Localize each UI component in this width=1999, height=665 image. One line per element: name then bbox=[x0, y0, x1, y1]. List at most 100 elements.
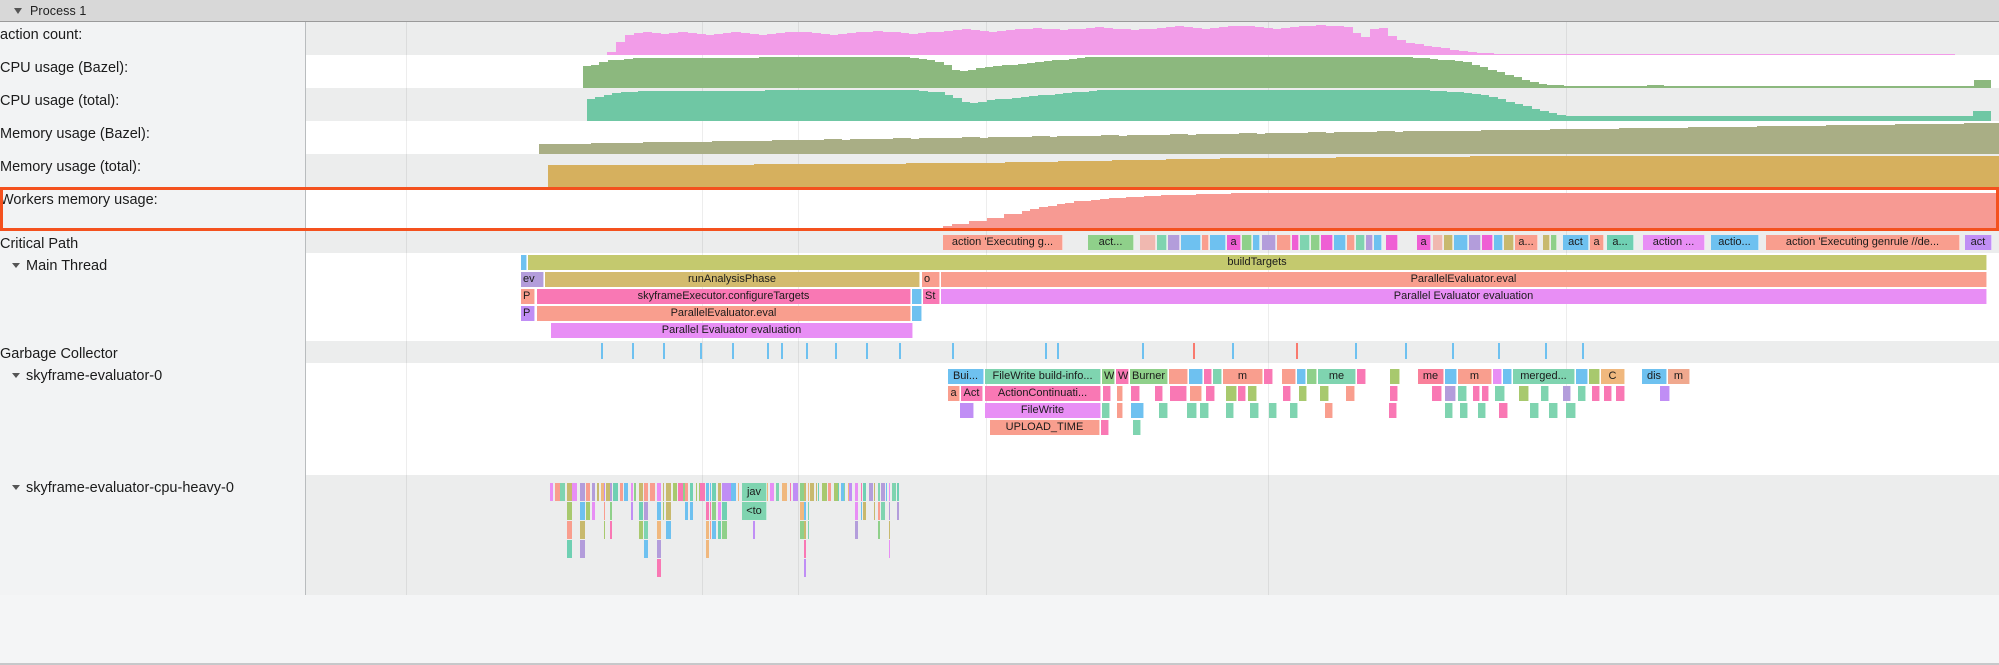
cpu-heavy-slice[interactable] bbox=[782, 483, 787, 501]
main-thread-slice[interactable]: ParallelEvaluator.eval bbox=[537, 306, 911, 321]
skyframe-slice[interactable] bbox=[1493, 369, 1502, 384]
cpu-heavy-slice[interactable] bbox=[776, 483, 779, 501]
cpu-heavy-slice[interactable] bbox=[580, 540, 585, 558]
cpu-heavy-slice[interactable] bbox=[700, 483, 705, 501]
cpu-heavy-slice[interactable] bbox=[644, 540, 648, 558]
cpu-heavy-slice[interactable] bbox=[816, 483, 817, 501]
track-row-memory-bazel[interactable]: Memory usage (Bazel): bbox=[0, 121, 1999, 154]
critical-path-slice[interactable]: a... bbox=[1607, 235, 1634, 250]
cpu-heavy-slice[interactable] bbox=[731, 483, 736, 501]
skyframe-slice[interactable]: FileWrite build-info... bbox=[985, 369, 1101, 384]
track-row-workers-memory[interactable]: Workers memory usage: bbox=[0, 187, 1999, 231]
cpu-heavy-slice[interactable] bbox=[869, 483, 873, 501]
skyframe-slice[interactable] bbox=[1213, 369, 1222, 384]
cpu-heavy-slice[interactable] bbox=[572, 483, 577, 501]
cpu-heavy-slice[interactable] bbox=[604, 483, 605, 501]
critical-path-slice[interactable]: action 'Executing genrule //de... bbox=[1766, 235, 1960, 250]
track-row-critical-path[interactable]: Critical Path action 'Executing g... act..… bbox=[0, 231, 1999, 253]
cpu-heavy-slice[interactable] bbox=[844, 483, 845, 501]
skyframe-slice[interactable] bbox=[1499, 403, 1508, 418]
cpu-heavy-slice[interactable] bbox=[855, 502, 858, 520]
cpu-heavy-slice[interactable] bbox=[834, 483, 838, 501]
skyframe-slice[interactable] bbox=[1226, 403, 1234, 418]
critical-path-slice[interactable] bbox=[1262, 235, 1276, 250]
cpu-heavy-slice[interactable] bbox=[804, 521, 806, 539]
critical-path-slice[interactable] bbox=[1168, 235, 1180, 250]
skyframe-slice[interactable] bbox=[1445, 386, 1456, 401]
track-label-skyframe-evaluator-cpu-heavy-0[interactable]: skyframe-evaluator-cpu-heavy-0 bbox=[0, 475, 306, 595]
critical-path-slice[interactable] bbox=[1321, 235, 1333, 250]
cpu-heavy-slice[interactable] bbox=[722, 502, 727, 520]
critical-path-slice[interactable]: action ... bbox=[1643, 235, 1705, 250]
critical-path-slice[interactable]: act bbox=[1965, 235, 1992, 250]
cpu-heavy-slice[interactable] bbox=[706, 502, 709, 520]
skyframe-slice[interactable] bbox=[1530, 403, 1539, 418]
main-thread-slice[interactable]: Parallel Evaluator evaluation bbox=[941, 289, 1987, 304]
main-thread-slice[interactable]: buildTargets bbox=[528, 255, 1987, 270]
cpu-heavy-slice[interactable] bbox=[610, 521, 612, 539]
cpu-heavy-slice[interactable] bbox=[657, 502, 661, 520]
cpu-heavy-slice[interactable] bbox=[828, 483, 831, 501]
skyframe-slice[interactable] bbox=[1307, 369, 1317, 384]
cpu-heavy-slice[interactable] bbox=[838, 483, 839, 501]
cpu-heavy-slice[interactable] bbox=[604, 502, 605, 520]
cpu-heavy-slice[interactable] bbox=[657, 559, 661, 577]
cpu-heavy-slice[interactable] bbox=[592, 483, 595, 501]
skyframe-slice[interactable] bbox=[1269, 403, 1277, 418]
skyframe-slice[interactable] bbox=[1458, 386, 1467, 401]
cpu-heavy-slice[interactable] bbox=[804, 559, 806, 577]
main-thread-slice[interactable] bbox=[912, 306, 922, 321]
critical-path-slice[interactable] bbox=[1347, 235, 1355, 250]
cpu-heavy-slice[interactable] bbox=[878, 502, 880, 520]
cpu-heavy-slice[interactable] bbox=[657, 483, 661, 501]
cpu-heavy-slice[interactable] bbox=[712, 483, 716, 501]
main-thread-slice[interactable]: ParallelEvaluator.eval bbox=[941, 272, 1987, 287]
gc-tick[interactable] bbox=[1582, 343, 1584, 359]
skyframe-slice[interactable] bbox=[1566, 403, 1576, 418]
skyframe-slice[interactable] bbox=[1117, 403, 1123, 418]
cpu-heavy-slice[interactable] bbox=[874, 483, 875, 501]
cpu-heavy-slice[interactable] bbox=[889, 502, 890, 520]
track-label-workers-memory[interactable]: Workers memory usage: bbox=[0, 187, 306, 231]
critical-path-slice[interactable] bbox=[1300, 235, 1310, 250]
cpu-heavy-slice[interactable] bbox=[567, 540, 572, 558]
cpu-heavy-slice[interactable] bbox=[606, 483, 610, 501]
skyframe-slice[interactable] bbox=[1189, 369, 1203, 384]
critical-path-slice[interactable]: actio... bbox=[1711, 235, 1759, 250]
skyframe-slice[interactable] bbox=[1200, 403, 1209, 418]
cpu-heavy-slice[interactable] bbox=[886, 483, 887, 501]
critical-path-slice[interactable] bbox=[1253, 235, 1260, 250]
skyframe-slice[interactable] bbox=[1226, 386, 1237, 401]
cpu-heavy-slice[interactable] bbox=[804, 502, 806, 520]
skyframe-slice[interactable]: merged... bbox=[1513, 369, 1575, 384]
critical-path-slice[interactable] bbox=[1292, 235, 1299, 250]
cpu-heavy-slice[interactable] bbox=[644, 502, 648, 520]
critical-path-slice[interactable]: a bbox=[1590, 235, 1604, 250]
cpu-heavy-slice[interactable] bbox=[822, 483, 827, 501]
skyframe-slice[interactable]: UPLOAD_TIME bbox=[990, 420, 1100, 435]
critical-path-slice[interactable] bbox=[1551, 235, 1557, 250]
skyframe-slice[interactable]: me bbox=[1418, 369, 1444, 384]
skyframe-slice[interactable] bbox=[1131, 403, 1144, 418]
cpu-heavy-slice[interactable] bbox=[696, 483, 697, 501]
skyframe-slice[interactable] bbox=[1604, 386, 1612, 401]
cpu-heavy-slice[interactable] bbox=[580, 502, 585, 520]
cpu-heavy-slice[interactable] bbox=[712, 521, 716, 539]
cpu-heavy-slice[interactable] bbox=[810, 483, 814, 501]
skyframe-slice[interactable] bbox=[1445, 369, 1457, 384]
cpu-heavy-slice[interactable] bbox=[848, 483, 849, 501]
skyframe-slice[interactable] bbox=[1389, 403, 1397, 418]
gc-tick[interactable] bbox=[1193, 343, 1195, 359]
cpu-heavy-slice[interactable] bbox=[567, 502, 572, 520]
cpu-heavy-slice[interactable] bbox=[718, 521, 721, 539]
skyframe-slice[interactable] bbox=[1187, 403, 1197, 418]
critical-path-slice[interactable] bbox=[1374, 235, 1382, 250]
cpu-heavy-slice[interactable] bbox=[863, 483, 866, 501]
critical-path-slice[interactable] bbox=[1181, 235, 1201, 250]
critical-path-slice[interactable] bbox=[1543, 235, 1550, 250]
cpu-heavy-slice[interactable] bbox=[841, 483, 844, 501]
critical-path-slice[interactable] bbox=[1202, 235, 1209, 250]
track-row-action-count[interactable]: action count: bbox=[0, 22, 1999, 55]
cpu-heavy-slice[interactable] bbox=[639, 483, 643, 501]
critical-path-slice[interactable]: action 'Executing g... bbox=[943, 235, 1063, 250]
